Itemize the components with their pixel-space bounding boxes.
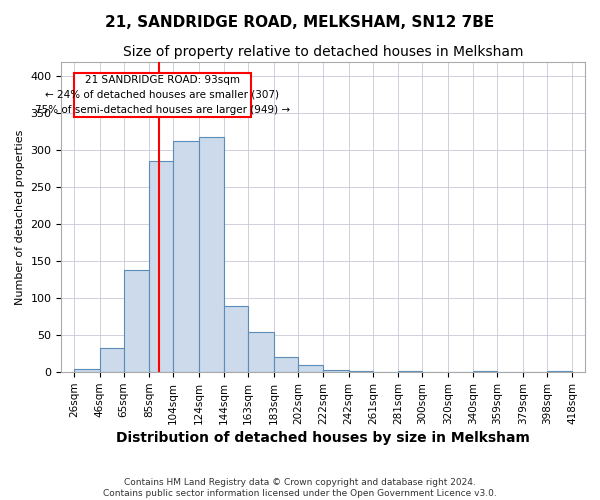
Bar: [224, 306, 248, 372]
Text: ← 24% of detached houses are smaller (307): ← 24% of detached houses are smaller (30…: [46, 90, 280, 100]
Y-axis label: Number of detached properties: Number of detached properties: [15, 129, 25, 304]
Bar: [323, 370, 349, 372]
Bar: [298, 365, 323, 372]
Bar: [349, 370, 373, 372]
Bar: [74, 368, 100, 372]
Text: 21, SANDRIDGE ROAD, MELKSHAM, SN12 7BE: 21, SANDRIDGE ROAD, MELKSHAM, SN12 7BE: [106, 15, 494, 30]
Text: 21 SANDRIDGE ROAD: 93sqm: 21 SANDRIDGE ROAD: 93sqm: [85, 75, 240, 85]
Text: 75% of semi-detached houses are larger (949) →: 75% of semi-detached houses are larger (…: [35, 104, 290, 115]
Bar: [248, 332, 274, 372]
Bar: [173, 140, 199, 372]
Title: Size of property relative to detached houses in Melksham: Size of property relative to detached ho…: [123, 45, 523, 59]
Bar: [199, 137, 224, 372]
Text: Contains HM Land Registry data © Crown copyright and database right 2024.
Contai: Contains HM Land Registry data © Crown c…: [103, 478, 497, 498]
X-axis label: Distribution of detached houses by size in Melksham: Distribution of detached houses by size …: [116, 431, 530, 445]
Bar: [100, 348, 124, 372]
Bar: [74, 72, 251, 117]
Bar: [274, 358, 298, 372]
Bar: [124, 270, 149, 372]
Bar: [547, 370, 572, 372]
Bar: [149, 162, 173, 372]
